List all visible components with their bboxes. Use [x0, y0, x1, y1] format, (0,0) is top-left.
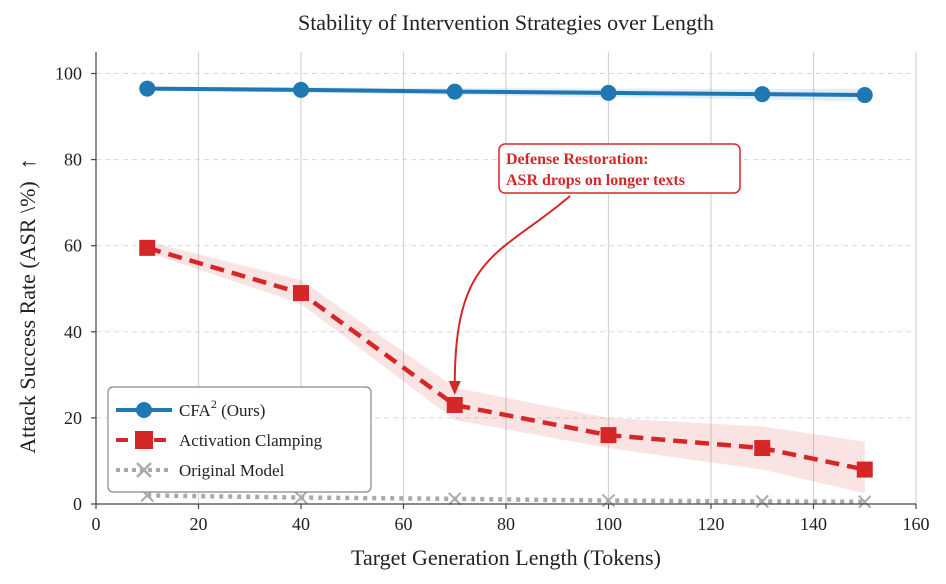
- x-axis-label: Target Generation Length (Tokens): [351, 545, 661, 570]
- legend-marker-activation-clamping: [135, 431, 153, 449]
- legend-entry-cfa2: CFA2 (Ours): [116, 397, 265, 420]
- y-tick-label-80: 80: [64, 150, 82, 170]
- annotation-line-1: Defense Restoration:: [506, 151, 649, 168]
- point-cfa-10: [139, 80, 156, 97]
- y-tick-label-40: 40: [64, 322, 82, 342]
- x-tick-label-100: 100: [595, 514, 622, 534]
- point-original-model-40: [294, 490, 308, 505]
- legend-marker-original-model: [136, 462, 152, 478]
- point-cfa-130: [754, 86, 771, 103]
- point-activation-clamping-150: [856, 461, 873, 478]
- legend-label-activation-clamping: Activation Clamping: [179, 431, 323, 450]
- tick-labels: 0 20 40 60 80 100 120 140 160 0 20 40 60 80 100: [55, 64, 930, 534]
- x-tick-label-160: 160: [903, 514, 930, 534]
- line-cfa: [147, 86, 865, 98]
- legend-marker-cfa2: [136, 402, 152, 418]
- legend-frame: [107, 386, 372, 493]
- annotation-box: [498, 143, 741, 194]
- point-original-model-150: [858, 495, 872, 509]
- x-tick-label-80: 80: [497, 514, 515, 534]
- point-original-model-70: [448, 492, 462, 506]
- annotation: Defense Restoration: ASR drops on longer…: [448, 143, 741, 395]
- y-tick-label-100: 100: [55, 64, 82, 84]
- legend-entry-original-model: Original Model: [116, 461, 285, 480]
- point-original-model-130: [755, 494, 769, 509]
- point-activation-clamping-40: [293, 285, 309, 302]
- chart-title: Stability of Intervention Strategies ove…: [298, 10, 714, 35]
- legend-label-cfa2: CFA2 (Ours): [179, 397, 265, 420]
- point-cfa-150: [856, 87, 873, 104]
- point-cfa-100: [600, 84, 617, 101]
- annotation-arrow: [453, 195, 571, 385]
- point-activation-clamping-70: [446, 396, 463, 413]
- legend: CFA2 (Ours) Activation Clamping Original…: [107, 386, 372, 493]
- point-cfa-70: [446, 83, 463, 100]
- legend-entry-activation-clamping: Activation Clamping: [116, 431, 323, 450]
- band-activation-clamping: [147, 241, 865, 494]
- legend-label-original-model: Original Model: [179, 461, 285, 480]
- x-tick-label-0: 0: [92, 514, 101, 534]
- point-cfa-40: [293, 81, 309, 98]
- x-tick-label-120: 120: [698, 514, 725, 534]
- x-tick-label-60: 60: [395, 514, 413, 534]
- line-original-model: [147, 493, 865, 505]
- x-tick-label-20: 20: [190, 514, 208, 534]
- point-activation-clamping-10: [139, 239, 156, 256]
- series-lines: [146, 86, 866, 505]
- y-tick-label-0: 0: [73, 494, 82, 514]
- line-activation-clamping: [146, 245, 866, 472]
- x-tick-label-140: 140: [800, 514, 827, 534]
- y-tick-label-60: 60: [64, 236, 82, 256]
- y-axis-label: Attack Success Rate (ASR \%)↑: [15, 158, 40, 454]
- point-activation-clamping-130: [754, 440, 771, 457]
- x-tick-label-40: 40: [292, 514, 310, 534]
- point-activation-clamping-100: [600, 427, 617, 444]
- series-markers: [139, 80, 873, 509]
- annotation-line-2: ASR drops on longer texts: [506, 172, 685, 189]
- y-tick-label-20: 20: [64, 408, 82, 428]
- annotation-arrowhead: [448, 380, 461, 395]
